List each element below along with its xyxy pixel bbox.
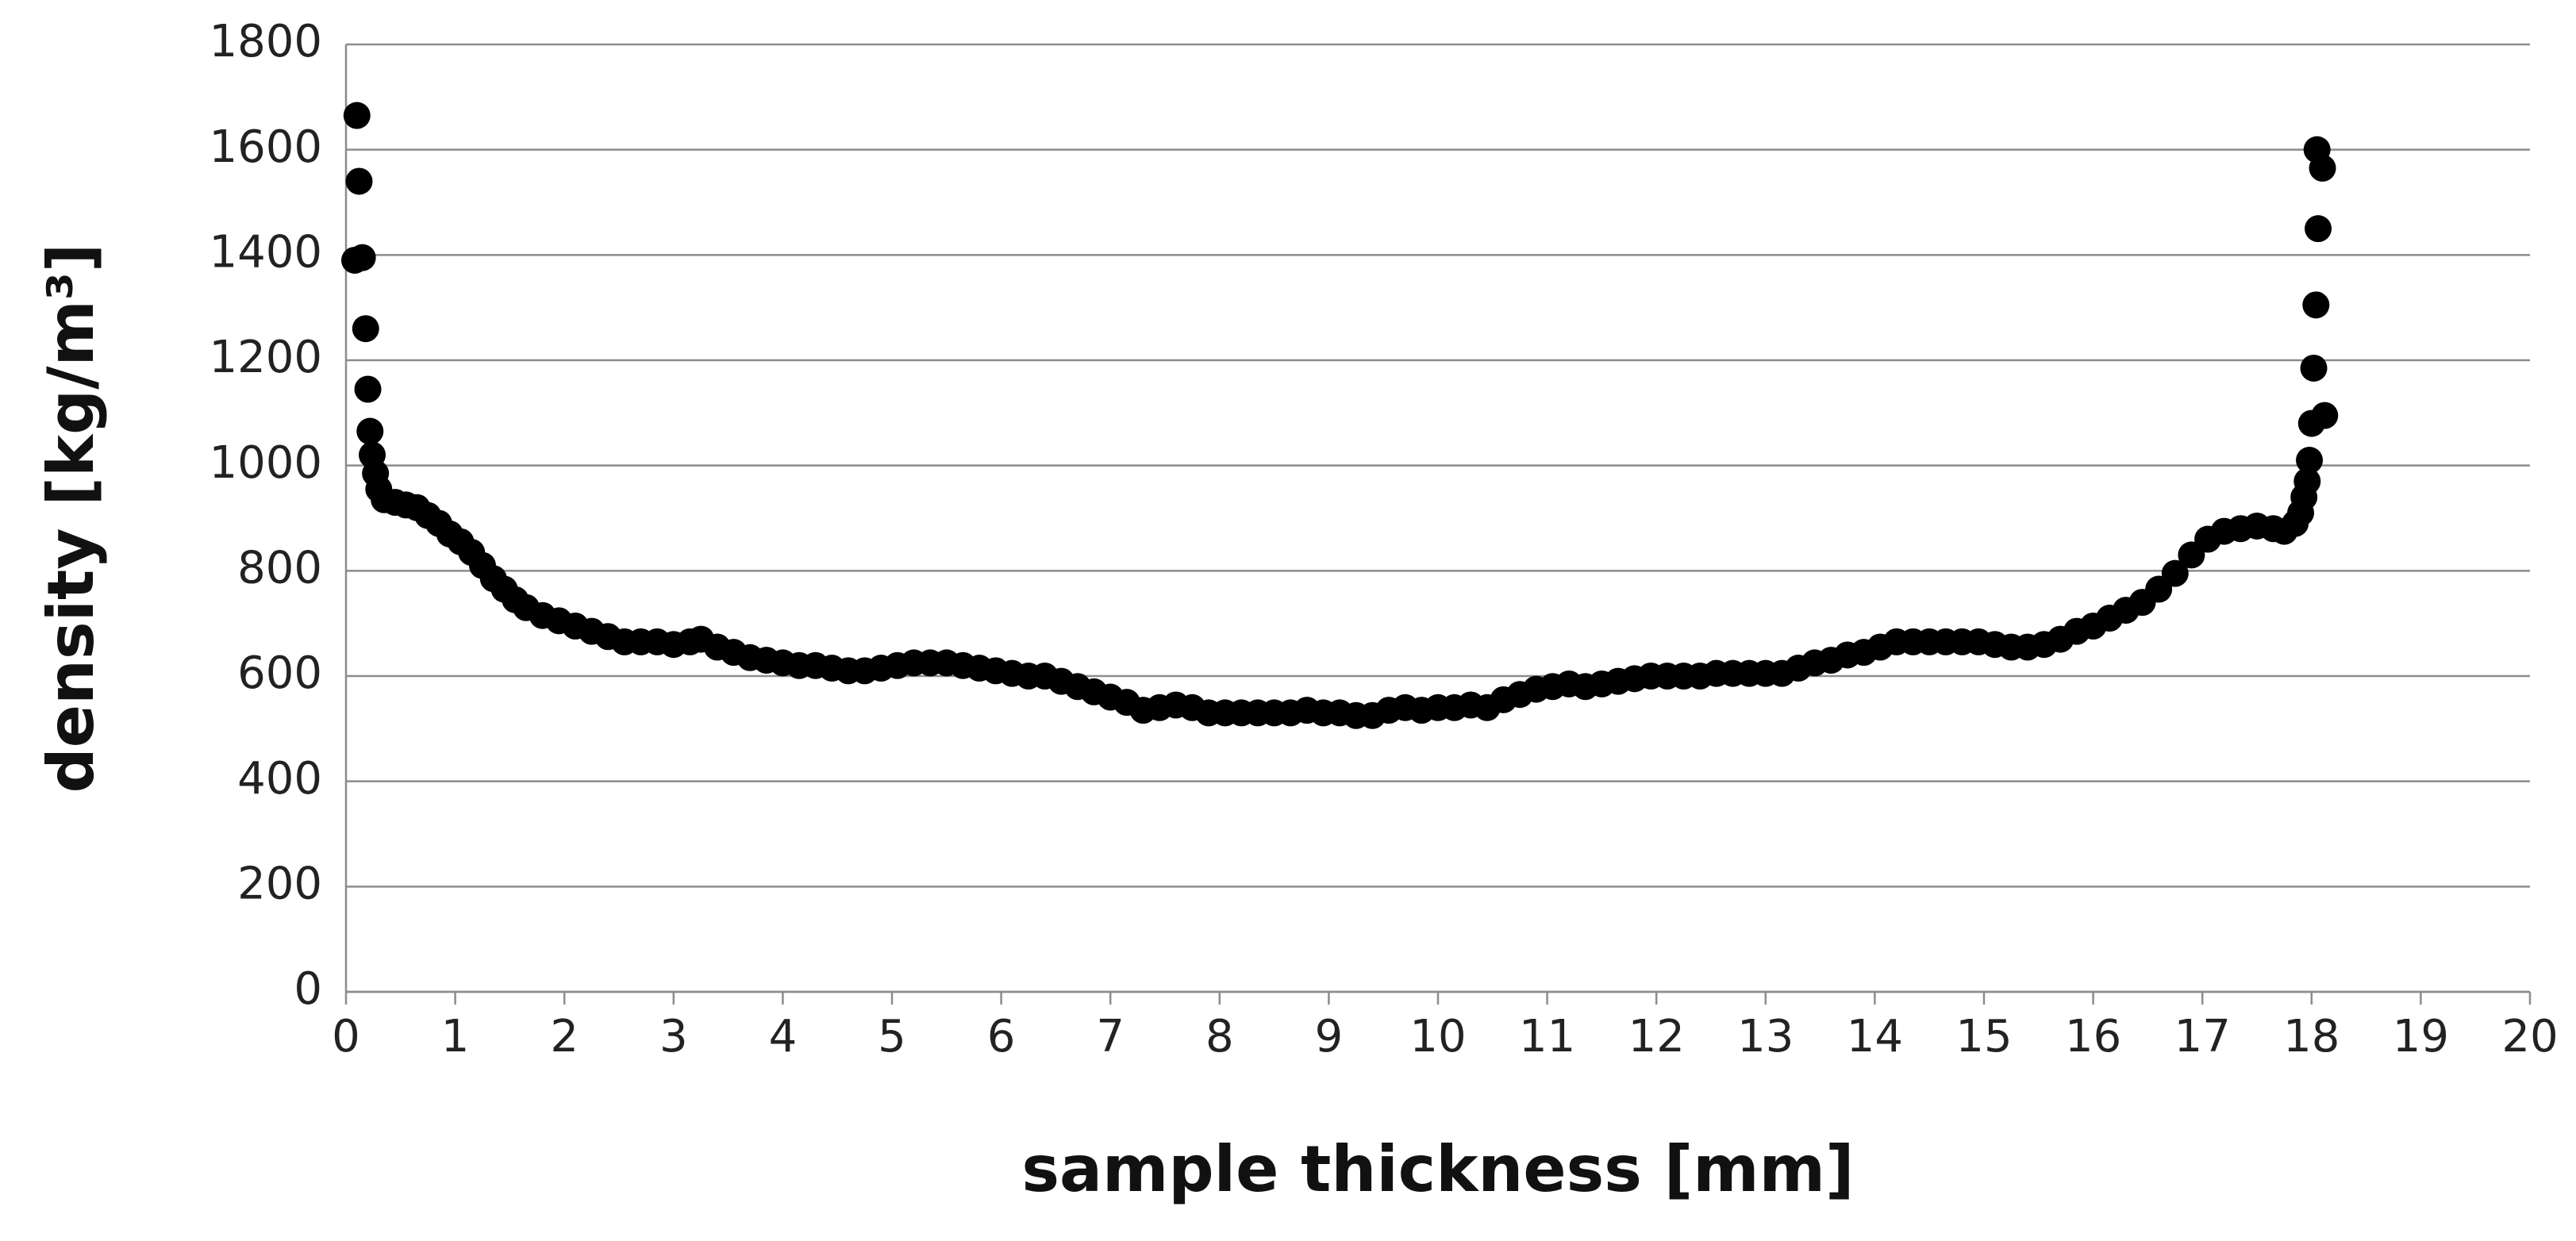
x-tick-label: 10 [1409,1011,1466,1062]
x-tick-label: 3 [659,1011,688,1062]
data-point [2311,402,2339,429]
data-point [2300,354,2328,382]
x-tick-label: 20 [2501,1011,2558,1062]
data-point [2293,467,2321,495]
x-tick-label: 17 [2174,1011,2231,1062]
x-tick-label: 8 [1205,1011,1234,1062]
x-tick-label: 2 [550,1011,579,1062]
x-tick-label: 19 [2393,1011,2449,1062]
y-tick-label: 1200 [209,332,322,383]
x-axis-title: sample thickness [mm] [1021,1132,1854,1206]
y-tick-label: 1400 [209,226,322,278]
y-tick-label: 400 [237,753,322,805]
data-point [2305,215,2332,243]
data-point [2309,154,2336,182]
data-point [354,375,382,403]
x-tick-label: 13 [1737,1011,1794,1062]
y-tick-label: 600 [237,647,322,699]
y-tick-label: 800 [237,542,322,594]
data-point [348,244,376,271]
data-point [343,102,371,129]
x-tick-label: 6 [987,1011,1016,1062]
x-tick-label: 12 [1628,1011,1685,1062]
x-tick-label: 0 [332,1011,360,1062]
y-axis-title: density [kg/m³] [34,244,108,793]
x-tick-label: 5 [878,1011,906,1062]
x-tick-label: 14 [1847,1011,1903,1062]
x-tick-label: 15 [1955,1011,2012,1062]
y-tick-label: 1600 [209,121,322,173]
data-point [356,417,384,445]
data-point [2296,447,2324,474]
data-point [352,315,379,343]
x-tick-label: 4 [769,1011,798,1062]
data-point [2161,559,2189,587]
y-tick-label: 1000 [209,437,322,489]
x-tick-label: 16 [2065,1011,2121,1062]
y-tick-label: 0 [294,963,322,1015]
data-point [345,167,373,195]
x-tick-label: 11 [1519,1011,1575,1062]
y-tick-label: 200 [237,858,322,909]
x-tick-label: 18 [2283,1011,2340,1062]
x-tick-label: 1 [441,1011,470,1062]
x-tick-label: 9 [1315,1011,1344,1062]
x-tick-label: 7 [1096,1011,1125,1062]
data-point [2302,291,2330,319]
y-tick-label: 1800 [209,16,322,67]
